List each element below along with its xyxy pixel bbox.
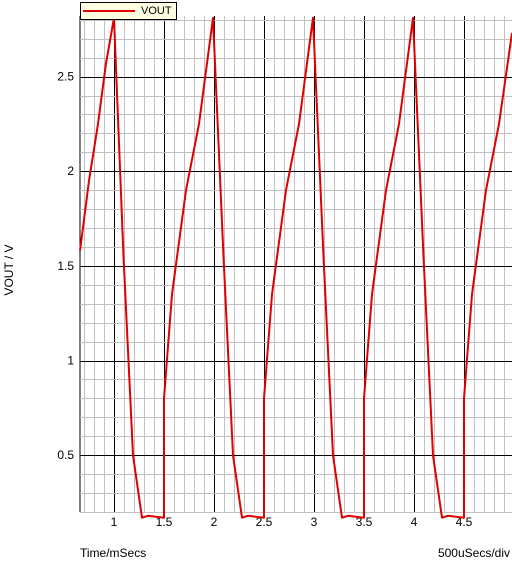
legend-label-vout: VOUT — [141, 5, 172, 17]
y-tick-label: 1.5 — [57, 259, 74, 273]
x-tick-label: 1.5 — [156, 515, 173, 529]
x-tick-label: 4.5 — [456, 515, 473, 529]
legend-swatch-vout — [83, 10, 135, 12]
x-tick-labels: 1 1.5 2 2.5 3 3.5 4 4.5 — [111, 515, 473, 529]
y-tick-labels: 0.5 1 1.5 2 2.5 — [57, 70, 74, 463]
legend: VOUT — [80, 2, 177, 20]
y-tick-label: 0.5 — [57, 448, 74, 462]
y-axis-label: VOUT / V — [2, 244, 16, 295]
x-axis-label: Time/mSecs — [80, 546, 147, 560]
x-tick-label: 3.5 — [356, 515, 373, 529]
y-tick-label: 1 — [67, 354, 74, 368]
x-tick-label: 1 — [111, 515, 118, 529]
x-division-label: 500uSecs/div — [437, 546, 510, 560]
x-tick-label: 2 — [211, 515, 218, 529]
x-tick-label: 2.5 — [256, 515, 273, 529]
series-line-vout — [79, 16, 512, 519]
y-tick-label: 2.5 — [57, 70, 74, 84]
grid — [79, 16, 512, 513]
x-tick-label: 3 — [311, 515, 318, 529]
x-tick-label: 4 — [411, 515, 418, 529]
y-tick-label: 2 — [67, 164, 74, 178]
series-layer — [79, 16, 512, 519]
